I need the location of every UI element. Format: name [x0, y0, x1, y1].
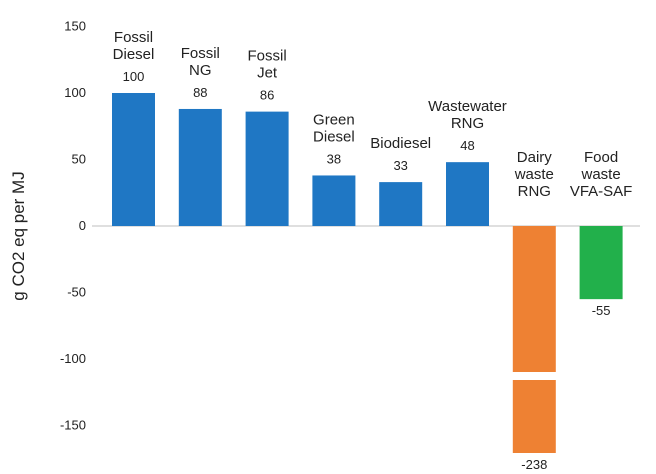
bar: [512, 226, 556, 372]
category-label: Wastewater: [428, 98, 507, 115]
bar-labels: 100FossilDiesel88FossilNG86FossilJet38Gr…: [113, 29, 633, 472]
category-label: Fossil: [181, 45, 220, 62]
bar: [112, 93, 155, 226]
bar: [312, 175, 356, 226]
y-tick-label: -150: [60, 418, 86, 433]
category-label: Fossil: [248, 48, 287, 65]
bar: [178, 108, 222, 226]
category-label: Diesel: [113, 46, 155, 63]
category-label: NG: [189, 62, 212, 79]
value-label: 48: [460, 138, 474, 153]
category-label: waste: [514, 166, 554, 183]
value-label: 88: [193, 85, 207, 100]
bar: [446, 162, 489, 226]
y-tick-label: -100: [60, 351, 86, 366]
value-label: 38: [327, 151, 341, 166]
y-axis-label: g CO2 eq per MJ: [9, 171, 28, 300]
value-label: 100: [123, 69, 145, 84]
bar-continued: [512, 380, 556, 453]
y-tick-label: 100: [64, 85, 86, 100]
bars: [112, 93, 623, 453]
value-label: -55: [592, 303, 611, 318]
category-label: Green: [313, 111, 355, 128]
y-axis-ticks: 150 100 50 0 -50 -100 -150: [60, 19, 86, 433]
category-label: Biodiesel: [370, 135, 431, 152]
value-label: 86: [260, 88, 274, 103]
y-tick-label: 0: [79, 218, 86, 233]
category-label: Fossil: [114, 29, 153, 46]
y-tick-label: 150: [64, 19, 86, 34]
category-label: waste: [581, 166, 621, 183]
category-label: VFA-SAF: [570, 183, 633, 200]
category-label: RNG: [518, 183, 551, 200]
bar: [579, 226, 623, 300]
category-label: Jet: [257, 65, 278, 82]
value-label: 33: [393, 158, 407, 173]
category-label: Diesel: [313, 128, 355, 145]
y-tick-label: 50: [72, 152, 86, 167]
category-label: Dairy: [517, 149, 553, 166]
value-label: -238: [521, 457, 547, 472]
y-tick-label: -50: [67, 285, 86, 300]
bar: [245, 111, 289, 226]
category-label: Food: [584, 149, 618, 166]
category-label: RNG: [451, 115, 484, 132]
bar: [379, 182, 423, 226]
